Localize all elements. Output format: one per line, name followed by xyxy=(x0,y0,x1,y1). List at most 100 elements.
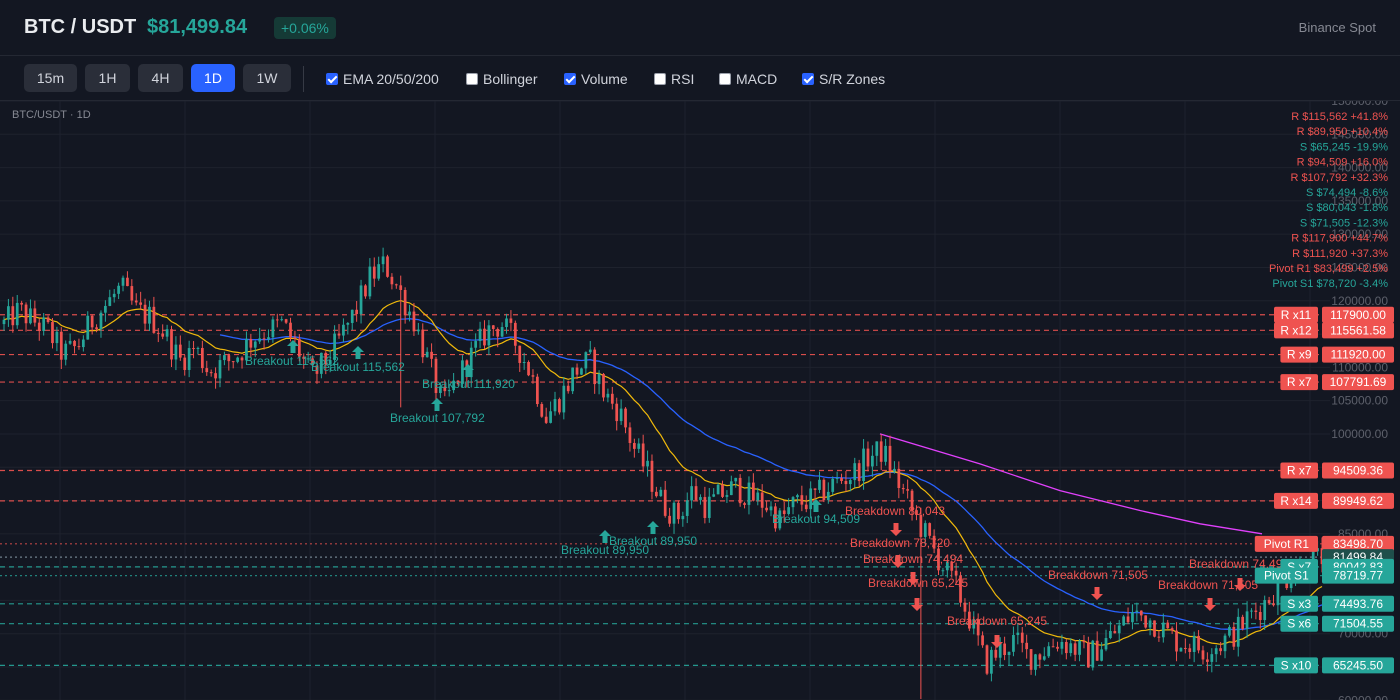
sr-axis-tags: R x11 117900.00 R x12 115561.58 R x9 111920.0… xyxy=(1254,306,1394,674)
levels-list: R $115,562 +41.8% R $89,950 +10.4% S $65,2… xyxy=(1269,111,1388,290)
candle-body xyxy=(1139,610,1143,616)
candle-body xyxy=(15,302,19,326)
signal-label: Breakdown 74,494 xyxy=(863,552,963,566)
price-tick-label: 140000.00 xyxy=(1331,161,1388,175)
candle-body xyxy=(972,619,976,629)
candle-body xyxy=(187,348,191,370)
candle-body xyxy=(46,317,50,323)
candle-body xyxy=(959,575,962,603)
candle-body xyxy=(1003,643,1006,656)
candle-body xyxy=(941,570,945,572)
candle-body xyxy=(1254,610,1258,612)
candle-body xyxy=(518,345,522,363)
candle-body xyxy=(1188,648,1192,653)
candle-body xyxy=(945,561,949,571)
level-list-item: R $111,920 +37.3% xyxy=(1292,248,1388,260)
level-list-item: R $94,509 +16.0% xyxy=(1297,157,1389,169)
candle-body xyxy=(544,416,548,423)
candle-body xyxy=(716,484,720,495)
breakdown-arrow-icon xyxy=(907,572,919,585)
timeframe-1h-button[interactable]: 1H xyxy=(85,64,130,92)
candle-body xyxy=(42,317,46,331)
symbol-title: BTC / USDT xyxy=(24,16,137,38)
timeframe-1w-button[interactable]: 1W xyxy=(243,64,291,92)
candle-body xyxy=(1236,616,1240,647)
candle-body xyxy=(342,324,345,336)
rsi-toggle[interactable]: RSI xyxy=(654,70,694,88)
candle-body xyxy=(866,448,870,467)
candle-body xyxy=(862,448,865,482)
macd-toggle[interactable]: MACD xyxy=(719,70,777,88)
sr-tag-label: Pivot S1 xyxy=(1264,569,1309,583)
rsi-checkbox[interactable] xyxy=(654,73,666,85)
candle-body xyxy=(134,300,138,303)
candle-body xyxy=(663,489,667,516)
candle-body xyxy=(531,375,535,377)
candle-body xyxy=(615,403,619,422)
candle-body xyxy=(51,322,54,344)
candle-body xyxy=(306,358,310,360)
candle-body xyxy=(981,635,984,646)
candle-body xyxy=(800,495,804,505)
candle-body xyxy=(1020,632,1024,643)
candle-body xyxy=(1232,626,1236,647)
sr-zones-checkbox[interactable] xyxy=(802,73,814,85)
sr-tag-label: R x12 xyxy=(1280,323,1312,337)
breakout-arrow-icon xyxy=(599,530,611,543)
bollinger-checkbox[interactable] xyxy=(466,73,478,85)
candle-body xyxy=(875,441,879,456)
candle-body xyxy=(381,256,385,265)
candle-body xyxy=(778,510,782,529)
candle-body xyxy=(1135,610,1139,613)
timeframe-15m-button[interactable]: 15m xyxy=(24,64,77,92)
level-list-item: R $117,900 +44.7% xyxy=(1291,233,1388,245)
candle-body xyxy=(483,328,486,346)
candle-body xyxy=(324,352,328,365)
candle-body xyxy=(1183,647,1187,649)
timeframe-4h-button[interactable]: 4H xyxy=(138,64,183,92)
candle-body xyxy=(403,289,407,316)
price-chart[interactable]: 150000.00 145000.00 140000.00 135000.00 1300… xyxy=(0,101,1400,700)
candle-body xyxy=(434,358,438,394)
candle-body xyxy=(1091,640,1095,668)
candle-body xyxy=(297,338,301,357)
bollinger-toggle[interactable]: Bollinger xyxy=(466,70,537,88)
sr-tag-price-bg xyxy=(1322,346,1394,363)
candle-body xyxy=(29,308,32,324)
price-tick-label: 135000.00 xyxy=(1331,194,1388,208)
sr-zones-toggle[interactable]: S/R Zones xyxy=(802,70,885,88)
level-list-item: Pivot R1 $83,499 +2.5% xyxy=(1269,263,1388,275)
breakout-arrow-icon xyxy=(647,521,659,534)
candle-body xyxy=(985,645,989,674)
candle-body xyxy=(694,486,698,500)
candle-body xyxy=(831,478,835,492)
candle-body xyxy=(536,376,539,405)
candle-body xyxy=(597,373,601,385)
candle-body xyxy=(1214,648,1218,655)
candle-body xyxy=(7,306,10,320)
candle-body xyxy=(760,492,764,508)
candle-body xyxy=(33,308,37,323)
macd-checkbox[interactable] xyxy=(719,73,731,85)
candle-body xyxy=(950,561,954,571)
chart-area[interactable]: 150000.00 145000.00 140000.00 135000.00 1300… xyxy=(0,101,1400,700)
candle-body xyxy=(1192,635,1196,653)
candle-body xyxy=(200,347,204,369)
candle-body xyxy=(487,325,491,346)
ema-toggle[interactable]: EMA 20/50/200 xyxy=(326,70,439,88)
candle-body xyxy=(1069,643,1073,654)
candle-body xyxy=(1153,620,1156,637)
candle-body xyxy=(315,365,319,374)
candle-body xyxy=(231,361,235,363)
ema-checkbox[interactable] xyxy=(326,73,338,85)
sr-tag-label-bg xyxy=(1280,615,1318,632)
candle-body xyxy=(474,341,478,348)
candle-body xyxy=(1042,656,1046,660)
candle-body xyxy=(822,479,826,501)
timeframe-1d-button[interactable]: 1D xyxy=(191,64,235,92)
exchange-label: Binance Spot xyxy=(1298,20,1376,35)
volume-checkbox[interactable] xyxy=(564,73,576,85)
breakdown-arrow-icon xyxy=(890,523,902,536)
volume-toggle[interactable]: Volume xyxy=(564,70,628,88)
candle-body xyxy=(346,322,350,325)
